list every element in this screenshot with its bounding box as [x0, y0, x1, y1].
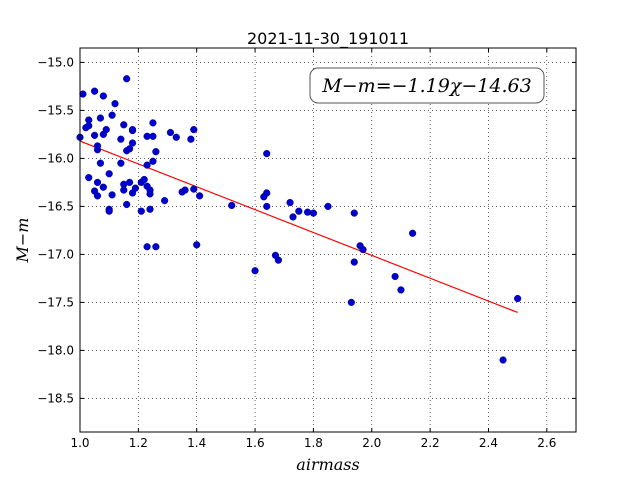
data-point — [85, 122, 93, 130]
x-axis-label: airmass — [296, 455, 359, 474]
data-point — [359, 246, 367, 254]
data-point — [93, 192, 102, 200]
x-tick-label: 1.2 — [129, 436, 148, 450]
data-point — [126, 145, 134, 153]
plot-frame — [79, 47, 577, 433]
y-tick-label: −18.0 — [37, 343, 74, 357]
y-tick-label: −16.0 — [37, 151, 74, 165]
data-point — [96, 114, 105, 122]
data-point — [117, 135, 125, 143]
data-point — [152, 243, 160, 251]
data-point — [289, 213, 297, 221]
data-point — [350, 209, 358, 217]
data-point — [324, 202, 332, 211]
data-point — [499, 356, 507, 364]
data-point — [90, 87, 99, 95]
fit-line — [79, 140, 518, 314]
data-point — [140, 175, 148, 184]
data-point — [193, 241, 201, 249]
x-tick-label: 1.6 — [246, 436, 265, 450]
data-point — [105, 207, 113, 215]
data-point — [120, 186, 128, 194]
data-point — [263, 189, 271, 197]
x-tick-label: 2.0 — [362, 436, 381, 450]
data-point — [93, 146, 102, 154]
y-tick-label: −17.5 — [37, 295, 74, 309]
data-point — [228, 201, 236, 210]
y-tick-label: −15.0 — [37, 55, 74, 69]
data-point — [149, 157, 157, 165]
data-point — [309, 209, 318, 217]
data-point — [166, 128, 175, 137]
data-point — [137, 207, 145, 215]
data-point — [143, 161, 151, 169]
data-point — [149, 119, 157, 127]
data-point — [152, 148, 160, 156]
data-point — [120, 121, 128, 129]
equation-annotation: M−m=−1.19χ−14.63 — [309, 67, 545, 104]
equation-text: M−m=−1.19χ−14.63 — [321, 75, 531, 97]
data-point — [108, 111, 116, 119]
data-points — [76, 75, 522, 364]
data-point — [391, 272, 399, 281]
y-axis-label: M−m — [13, 218, 32, 264]
fit-line-layer — [79, 140, 518, 314]
data-point — [274, 256, 283, 264]
data-point — [146, 205, 154, 213]
data-point — [79, 90, 87, 98]
data-point — [123, 200, 131, 209]
data-point — [105, 170, 113, 178]
y-tick-label: −18.5 — [37, 391, 74, 405]
y-tick-label: −15.5 — [37, 103, 74, 117]
data-point — [85, 174, 93, 182]
data-point — [111, 100, 119, 108]
x-tick-label: 2.2 — [421, 436, 440, 450]
data-point — [93, 178, 102, 187]
x-tick-label: 1.0 — [70, 436, 89, 450]
data-point — [397, 286, 405, 294]
data-point — [172, 133, 180, 141]
data-point — [295, 207, 303, 215]
data-point — [146, 186, 154, 194]
data-point — [514, 294, 522, 303]
equation-box — [309, 67, 545, 104]
data-point — [187, 135, 195, 143]
data-point — [108, 191, 116, 199]
data-point — [90, 131, 99, 139]
y-tick-label: −17.0 — [37, 247, 74, 261]
data-point — [196, 192, 204, 200]
data-point — [128, 139, 137, 147]
data-point — [117, 159, 125, 167]
data-point — [263, 150, 271, 158]
data-point — [190, 185, 198, 193]
data-point — [409, 229, 417, 237]
data-point — [96, 159, 105, 167]
data-point — [181, 186, 189, 194]
data-point — [131, 184, 140, 192]
data-point — [99, 92, 107, 100]
data-point — [143, 243, 151, 251]
data-point — [102, 126, 110, 134]
data-point — [128, 126, 137, 134]
x-tick-label: 2.4 — [479, 436, 498, 450]
chart-title: 2021-11-30_191011 — [247, 29, 409, 49]
data-point — [149, 132, 157, 140]
data-point — [350, 258, 358, 266]
data-point — [347, 298, 355, 307]
axis-ticks: 1.0 1.2 1.4 1.6 1.8 2.0 2.2 2.4 2.6 −15.0 −15.5 −16… — [37, 48, 576, 450]
x-tick-label: 2.6 — [537, 436, 556, 450]
data-point — [99, 183, 107, 191]
data-point — [126, 178, 134, 187]
data-point — [161, 197, 169, 205]
data-point — [251, 267, 259, 275]
x-tick-label: 1.4 — [187, 436, 206, 450]
data-point — [123, 75, 131, 83]
x-tick-label: 1.8 — [304, 436, 323, 450]
data-point — [286, 198, 294, 207]
data-point — [190, 126, 198, 134]
data-point — [263, 202, 271, 211]
y-tick-label: −16.5 — [37, 199, 74, 213]
